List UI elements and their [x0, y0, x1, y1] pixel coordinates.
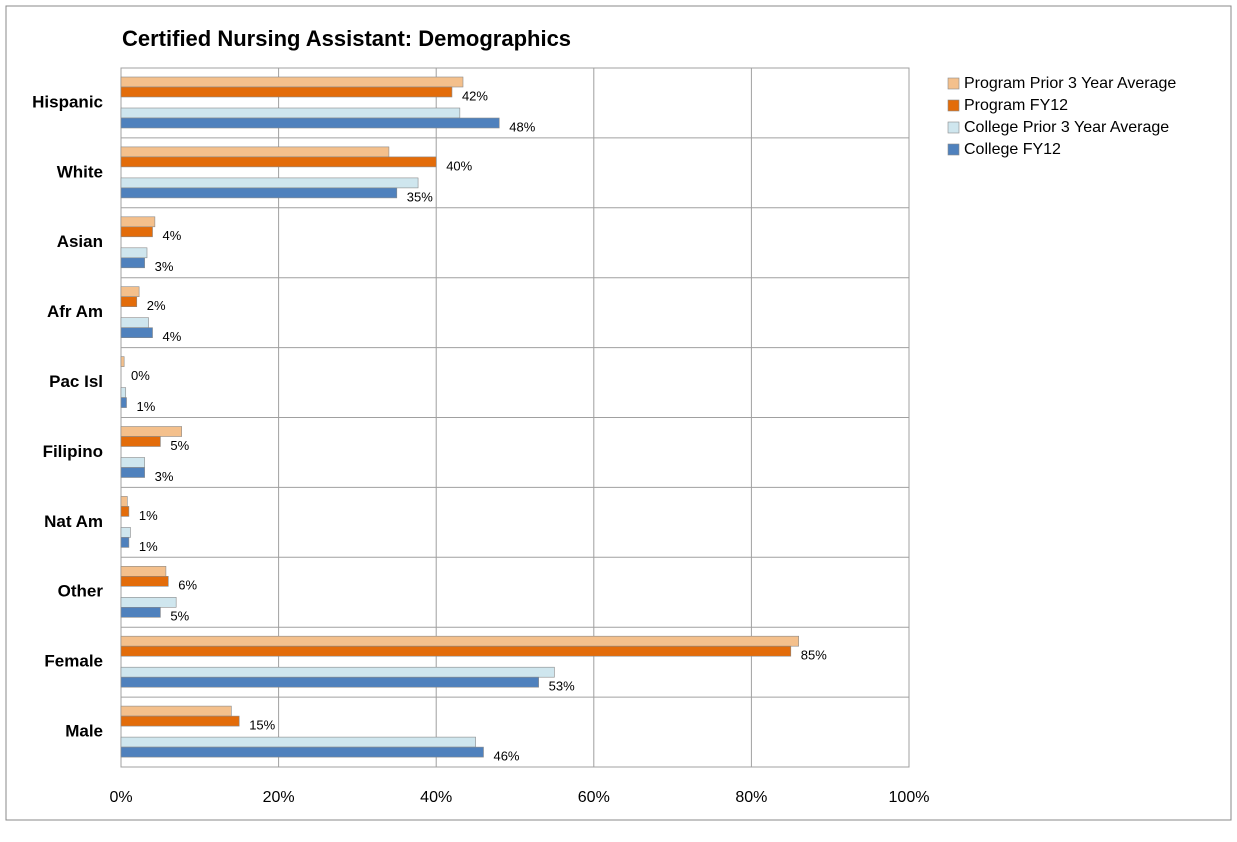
category-label: Filipino	[43, 442, 103, 461]
bar	[120, 296, 138, 308]
bar	[120, 537, 130, 548]
value-label: 1%	[139, 508, 158, 523]
value-label: 48%	[509, 119, 535, 134]
bar	[120, 327, 153, 339]
bar	[120, 467, 145, 478]
category-label: Afr Am	[47, 302, 103, 321]
value-label: 5%	[170, 609, 189, 624]
x-tick-label: 20%	[263, 789, 295, 806]
value-label: 40%	[446, 158, 472, 173]
category-label: Nat Am	[44, 512, 103, 531]
bar	[120, 426, 182, 437]
category-label: Other	[58, 582, 104, 601]
bar	[120, 356, 125, 367]
bar	[120, 86, 453, 98]
value-label: 4%	[163, 228, 182, 243]
x-tick-label: 0%	[109, 789, 132, 806]
bar	[120, 226, 153, 238]
value-label: 15%	[249, 718, 275, 733]
value-label: 1%	[139, 539, 158, 554]
bar	[120, 527, 131, 538]
value-label: 3%	[155, 469, 174, 484]
bar	[120, 286, 140, 298]
value-label: 6%	[178, 578, 197, 593]
bar	[120, 596, 177, 608]
category-label: Pac Isl	[49, 372, 103, 391]
value-label: 2%	[147, 298, 166, 313]
bar	[120, 257, 145, 269]
value-label: 5%	[170, 438, 189, 453]
legend-swatch	[947, 121, 960, 134]
x-tick-label: 60%	[578, 789, 610, 806]
bar	[120, 565, 167, 577]
value-label: 85%	[801, 648, 827, 663]
bar	[120, 715, 240, 727]
bar	[120, 575, 169, 587]
bar	[120, 606, 161, 618]
category-label: Female	[44, 652, 103, 671]
value-label: 53%	[549, 679, 575, 694]
bar	[120, 76, 464, 88]
value-label: 4%	[163, 329, 182, 344]
bar	[120, 746, 484, 758]
legend-label: College FY12	[964, 141, 1061, 158]
x-tick-label: 40%	[420, 789, 452, 806]
bar	[120, 397, 127, 408]
bar	[120, 645, 792, 657]
category-label: Hispanic	[32, 92, 103, 111]
value-label: 0%	[131, 368, 150, 383]
legend-swatch	[947, 77, 960, 90]
value-label: 35%	[407, 189, 433, 204]
bar	[120, 187, 398, 199]
legend-swatch	[947, 143, 960, 156]
bar	[120, 107, 461, 119]
bar	[120, 666, 555, 678]
value-label: 42%	[462, 88, 488, 103]
category-label: White	[57, 162, 103, 181]
legend-label: Program Prior 3 Year Average	[964, 75, 1176, 92]
chart-title: Certified Nursing Assistant: Demographic…	[122, 26, 571, 51]
bar	[120, 705, 232, 717]
bar	[120, 117, 500, 129]
legend-label: College Prior 3 Year Average	[964, 119, 1169, 136]
bar	[120, 506, 130, 517]
value-label: 1%	[137, 399, 156, 414]
value-label: 46%	[493, 749, 519, 764]
bar	[120, 436, 161, 447]
bar	[120, 736, 476, 748]
category-label: Male	[65, 722, 103, 741]
bar	[120, 496, 128, 507]
bar	[120, 216, 156, 228]
legend-swatch	[947, 99, 960, 112]
bar	[120, 676, 539, 688]
bar	[120, 387, 127, 398]
bar	[120, 317, 149, 329]
category-label: Asian	[57, 232, 103, 251]
bar	[120, 146, 390, 158]
bar	[120, 635, 799, 647]
bar	[120, 457, 145, 468]
x-tick-label: 80%	[735, 789, 767, 806]
value-label: 3%	[155, 259, 174, 274]
bar	[120, 156, 437, 168]
legend-label: Program FY12	[964, 97, 1068, 114]
bar	[120, 177, 419, 189]
bar	[120, 247, 148, 259]
x-tick-label: 100%	[889, 789, 930, 806]
plot-border	[120, 67, 910, 768]
